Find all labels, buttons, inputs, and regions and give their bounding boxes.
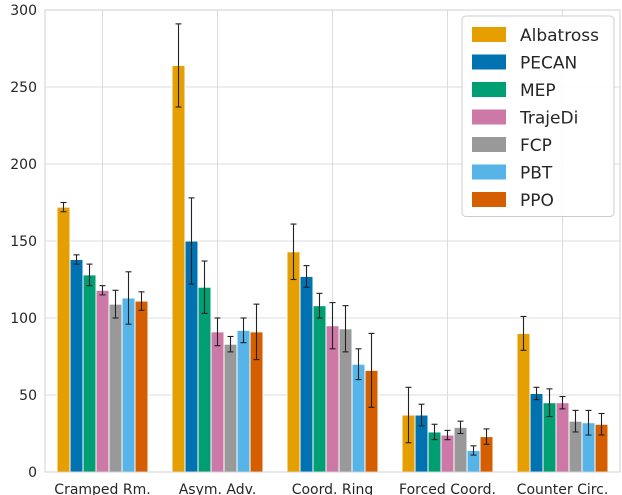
legend-swatch: [472, 137, 506, 152]
x-tick-label: Forced Coord.: [399, 482, 496, 495]
bar: [312, 305, 327, 473]
bar: [299, 275, 314, 473]
bar: [95, 289, 110, 473]
legend-label: MEP: [520, 81, 556, 101]
legend-swatch: [472, 27, 506, 42]
y-tick-label: 0: [28, 465, 37, 481]
bar: [555, 402, 570, 473]
axis-layer: 0 50 100 150 200 250 300 Cramped Rm. Asym. Adv. C…: [10, 3, 621, 495]
bar: [223, 343, 238, 473]
legend-label: FCP: [520, 136, 552, 156]
bar: [236, 329, 251, 473]
legend-label: PBT: [520, 164, 553, 184]
y-tick-label: 250: [10, 80, 37, 96]
bars-layer: [56, 23, 609, 473]
bar: [210, 331, 225, 473]
legend-swatch: [472, 109, 506, 125]
legend-swatch: [472, 82, 506, 97]
bar: [529, 392, 544, 473]
legend-swatch: [472, 164, 506, 180]
legend-swatch: [472, 54, 506, 70]
bar: [134, 300, 149, 473]
bar: [351, 363, 366, 473]
bar: [286, 251, 301, 473]
legend: Albatross PECAN MEP TrajeDi FCP PBT PPO: [461, 15, 615, 217]
y-tick-label: 200: [10, 157, 37, 173]
bar: [440, 434, 455, 473]
bar: [108, 303, 123, 473]
x-tick-label: Asym. Adv.: [179, 482, 257, 495]
bar: [197, 286, 212, 473]
legend-label: PPO: [520, 191, 554, 211]
bar: [69, 258, 84, 473]
x-tick-label: Counter Circ.: [517, 482, 609, 495]
bar: [171, 64, 186, 473]
legend-label: Albatross: [520, 26, 599, 46]
y-tick-label: 50: [19, 388, 37, 404]
legend-label: TrajeDi: [519, 109, 578, 129]
plot-frame: [44, 9, 621, 473]
legend-label: PECAN: [520, 54, 577, 74]
y-tick-label: 150: [10, 234, 37, 250]
x-tick-label: Coord. Ring: [292, 482, 374, 495]
x-tick-label: Cramped Rm.: [54, 482, 150, 495]
y-tick-label: 300: [10, 3, 37, 19]
bar: [516, 332, 531, 473]
bar: [56, 206, 71, 473]
bar: [82, 274, 97, 473]
legend-swatch: [472, 192, 506, 207]
y-tick-label: 100: [10, 311, 37, 327]
